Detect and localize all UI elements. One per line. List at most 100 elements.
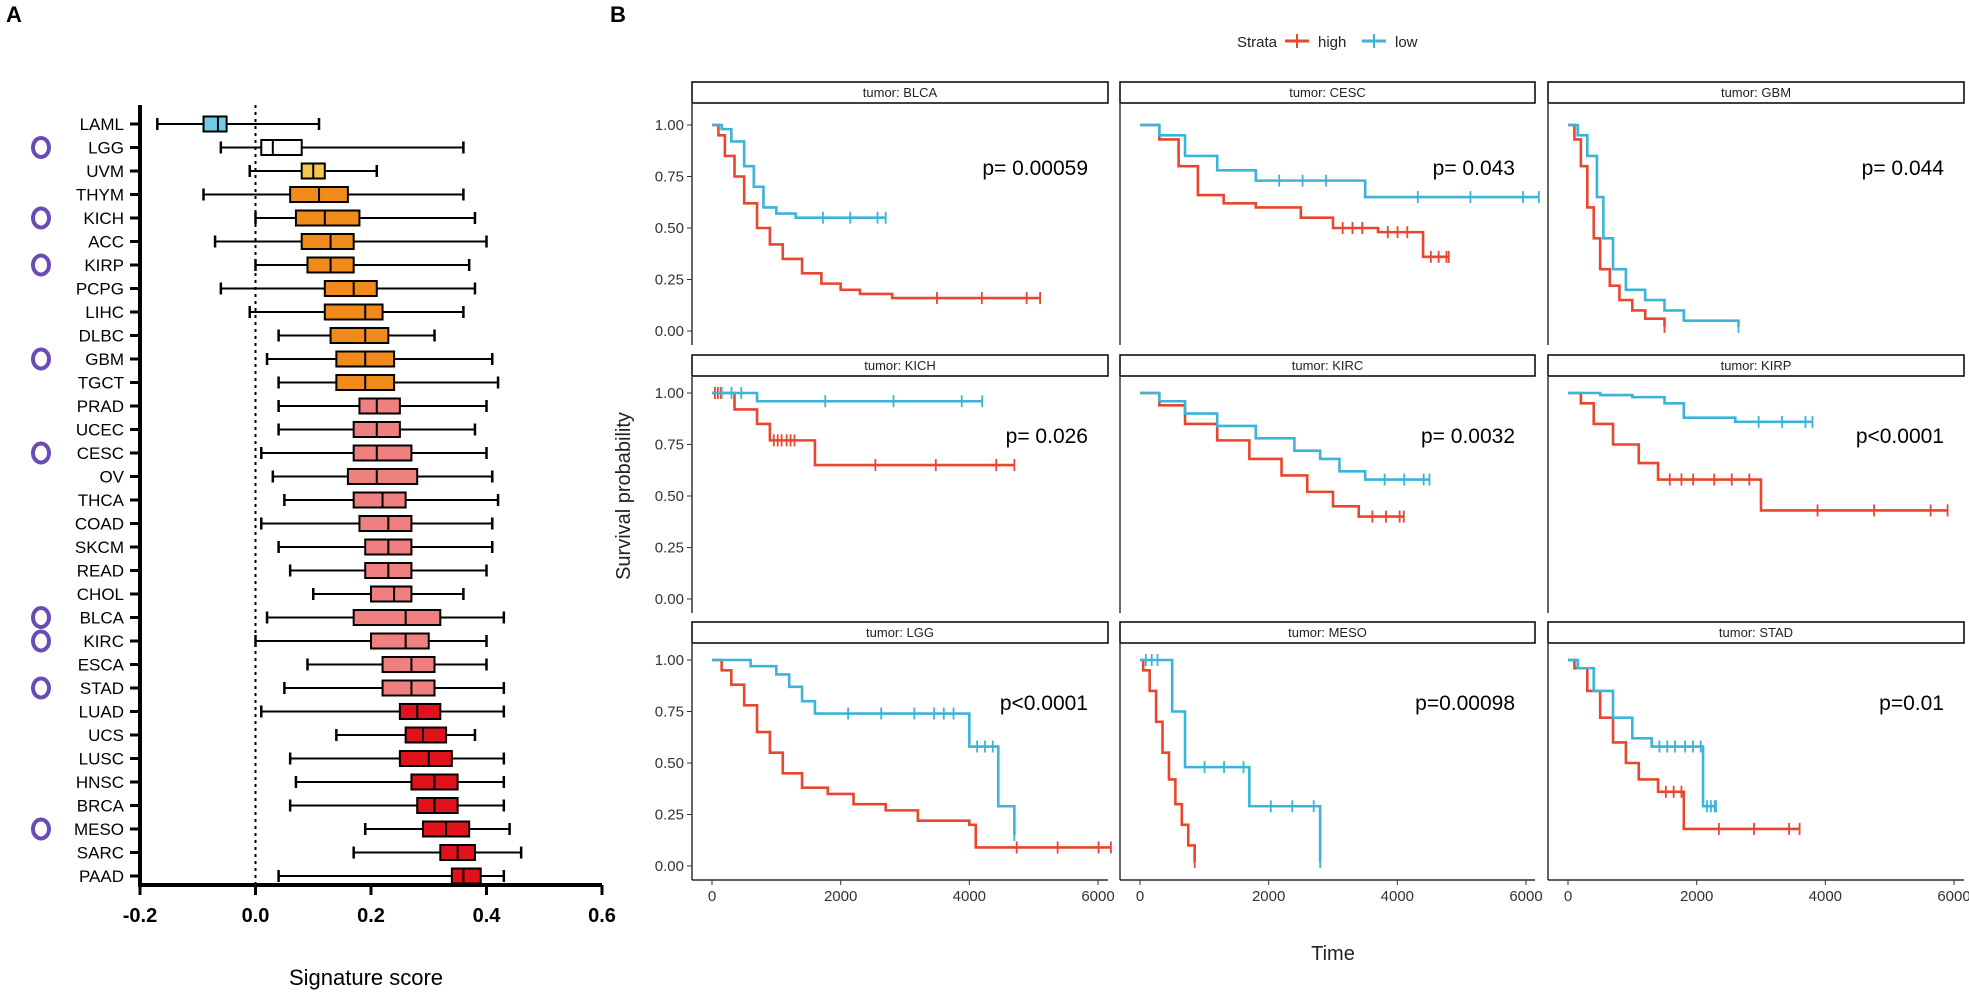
facet-x-tick-label: 2000 bbox=[1252, 888, 1285, 905]
km-curve-low bbox=[1568, 391, 1813, 424]
km-facet: tumor: KIRP p<0.0001 bbox=[1547, 354, 1965, 613]
facet-strip bbox=[1547, 81, 1965, 104]
box-iqr bbox=[358, 515, 413, 532]
box-iqr bbox=[398, 750, 453, 767]
panel-a-box-row: CESC bbox=[31, 441, 488, 465]
highlight-circle-marker bbox=[31, 817, 51, 841]
box-iqr bbox=[260, 139, 303, 156]
km-curve-low bbox=[712, 123, 886, 219]
panel-a-box-row: SARC bbox=[77, 844, 523, 863]
facet-p-value: p<0.0001 bbox=[1856, 425, 1944, 448]
highlight-circle-marker bbox=[31, 629, 51, 653]
tumor-label: BRCA bbox=[77, 797, 125, 816]
box-iqr bbox=[352, 609, 442, 626]
panel-a-box-row: KIRC bbox=[31, 629, 488, 653]
facet-y-tick-label: 1.00 bbox=[655, 652, 684, 669]
tumor-label: READ bbox=[77, 562, 124, 581]
panel-a-box-row: BLCA bbox=[31, 606, 506, 629]
highlight-circle-marker bbox=[31, 606, 51, 629]
km-curve-low bbox=[1568, 658, 1716, 808]
km-curve-low bbox=[1140, 123, 1539, 199]
facet-y-tick-label: 0.00 bbox=[655, 858, 684, 875]
tumor-label: PRAD bbox=[77, 397, 124, 416]
facet-y-tick-label: 0.25 bbox=[655, 807, 684, 824]
facet-strip bbox=[691, 621, 1109, 644]
km-facet: tumor: BLCA 0.00 0.25 0.50 0.75 1.00 p= 0.0005… bbox=[655, 81, 1109, 345]
facet-y-tick-label: 0.00 bbox=[655, 323, 684, 340]
facet-strip-title: tumor: STAD bbox=[1719, 625, 1793, 640]
km-facet: tumor: KICH 0.00 0.25 0.50 0.75 1.00 p= 0.026 bbox=[655, 354, 1109, 613]
tumor-label: THCA bbox=[78, 491, 125, 510]
box-iqr bbox=[381, 656, 436, 673]
tumor-label: SKCM bbox=[75, 538, 124, 557]
panel-a-box-row: DLBC bbox=[79, 327, 436, 346]
legend-low-label: low bbox=[1395, 34, 1418, 51]
tumor-label: LUSC bbox=[79, 750, 124, 769]
facet-x-tick-label: 2000 bbox=[824, 888, 857, 905]
facet-x-tick-label: 6000 bbox=[1081, 888, 1114, 905]
facet-strip-title: tumor: MESO bbox=[1288, 625, 1367, 640]
tumor-label: OV bbox=[99, 468, 124, 487]
facet-p-value: p= 0.043 bbox=[1433, 157, 1515, 180]
box-iqr bbox=[370, 632, 430, 650]
km-curve-high bbox=[1568, 123, 1666, 327]
facet-y-tick-label: 1.00 bbox=[655, 385, 684, 402]
panel-a-box-row: ESCA bbox=[78, 656, 488, 675]
tumor-label: BLCA bbox=[80, 609, 125, 628]
tumor-label: GBM bbox=[85, 350, 124, 369]
km-curve-high bbox=[1568, 658, 1800, 831]
facet-y-tick-label: 0.00 bbox=[655, 591, 684, 608]
panel-a-x-tick-label: 0.4 bbox=[473, 905, 502, 927]
box-iqr bbox=[352, 444, 413, 462]
panel-a-box-row: BRCA bbox=[77, 797, 506, 816]
facet-y-tick-label: 0.75 bbox=[655, 169, 684, 186]
highlight-circle-marker bbox=[31, 253, 51, 277]
tumor-label: STAD bbox=[80, 679, 124, 698]
facet-strip bbox=[691, 354, 1109, 377]
panel-a-box-row: LUSC bbox=[79, 750, 506, 769]
km-facet: tumor: MESO 0 2000 4000 6000 p=0.00098 bbox=[1119, 621, 1543, 905]
panel-a-box-row: LIHC bbox=[85, 303, 465, 322]
km-curve-low bbox=[712, 658, 1016, 836]
facet-p-value: p=0.00098 bbox=[1415, 692, 1515, 715]
facet-x-tick-label: 4000 bbox=[1381, 888, 1414, 905]
facet-x-tick-label: 0 bbox=[1136, 888, 1144, 905]
facet-p-value: p= 0.00059 bbox=[982, 157, 1088, 180]
facet-x-tick-label: 2000 bbox=[1680, 888, 1713, 905]
tumor-label: SARC bbox=[77, 844, 124, 863]
panel-a-box-row: COAD bbox=[75, 515, 494, 534]
panel-a-box-row: KICH bbox=[31, 206, 477, 230]
tumor-label: ACC bbox=[88, 233, 124, 252]
box-iqr bbox=[416, 797, 459, 814]
legend-high-label: high bbox=[1318, 34, 1346, 51]
panel-a-xlabel: Signature score bbox=[289, 965, 443, 990]
panel-a-box-row: UVM bbox=[86, 162, 379, 181]
panel-b-letter: B bbox=[610, 2, 626, 27]
facet-x-tick-label: 0 bbox=[708, 888, 716, 905]
facet-strip-title: tumor: KIRC bbox=[1292, 358, 1364, 373]
panel-a-box-row: STAD bbox=[31, 676, 506, 700]
facet-strip-title: tumor: LGG bbox=[866, 625, 934, 640]
legend-title: Strata bbox=[1237, 34, 1278, 51]
panel-a-box-row: READ bbox=[77, 562, 488, 581]
facet-strip-title: tumor: GBM bbox=[1721, 85, 1791, 100]
facet-p-value: p= 0.0032 bbox=[1421, 425, 1515, 448]
km-facet: tumor: STAD 0 2000 4000 6000 p=0.01 bbox=[1547, 621, 1969, 905]
tumor-label: KICH bbox=[83, 209, 124, 228]
km-curve-high bbox=[1140, 658, 1196, 862]
facet-x-tick-label: 6000 bbox=[1937, 888, 1969, 905]
tumor-label: UCEC bbox=[76, 421, 124, 440]
facet-strip-title: tumor: KIRP bbox=[1721, 358, 1792, 373]
legend: Strata high low bbox=[1237, 34, 1418, 51]
km-facet: tumor: CESC p= 0.043 bbox=[1119, 81, 1540, 345]
km-facet: tumor: GBM p= 0.044 bbox=[1547, 81, 1965, 345]
facet-p-value: p<0.0001 bbox=[1000, 692, 1088, 715]
facet-strip bbox=[691, 81, 1109, 104]
panel-a-box-row: MESO bbox=[31, 817, 511, 841]
panel-a-box-row: THYM bbox=[76, 186, 465, 205]
panel-a-box-row: UCS bbox=[88, 726, 477, 745]
panel-a-box-row: PCPG bbox=[76, 280, 477, 299]
facet-x-tick-label: 0 bbox=[1564, 888, 1572, 905]
facet-y-tick-label: 0.50 bbox=[655, 220, 684, 237]
